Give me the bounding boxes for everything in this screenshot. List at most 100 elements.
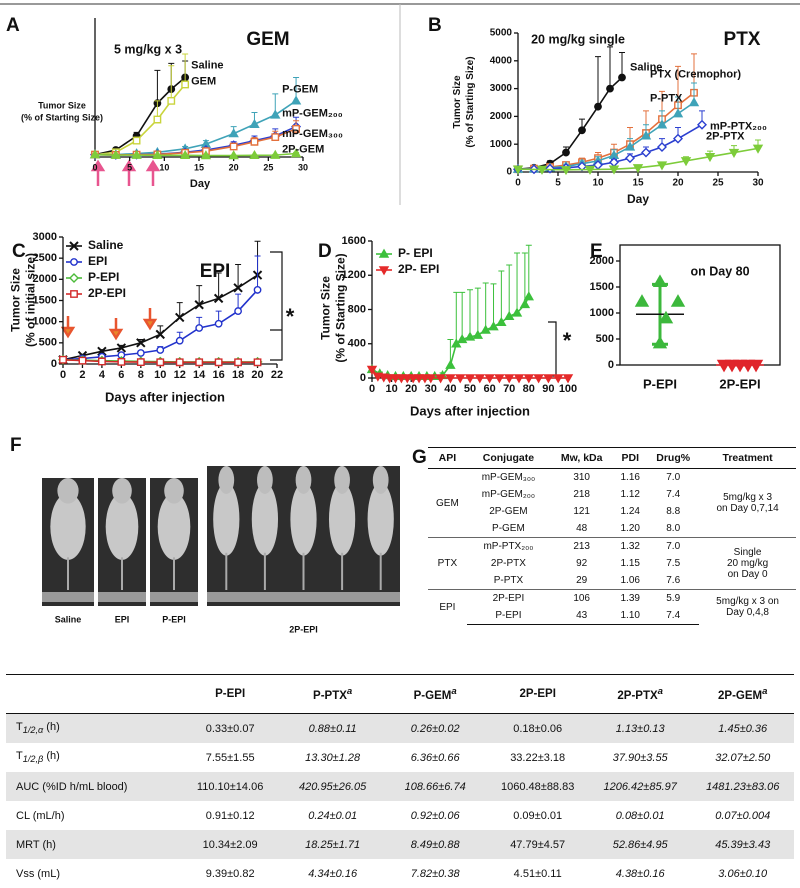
cell: 4.34±0.16	[281, 859, 384, 888]
cell: 121	[550, 503, 613, 520]
marker	[138, 350, 144, 356]
marker	[157, 359, 163, 365]
marker	[456, 375, 464, 382]
marker	[177, 359, 183, 365]
marker	[595, 103, 601, 109]
error-bar	[514, 253, 520, 313]
column-name: 2P-EPI	[519, 688, 555, 700]
marker	[674, 135, 682, 143]
marker	[642, 149, 650, 157]
marker	[230, 143, 236, 149]
cell: 1.13±0.13	[589, 714, 692, 744]
marker	[672, 296, 684, 307]
marker	[626, 154, 634, 162]
row-label: Vss (mL)	[6, 859, 179, 888]
cell: 0.24±0.01	[281, 801, 384, 830]
dose-arrows	[63, 308, 155, 338]
significance-bracket	[270, 252, 282, 360]
legend-label: Saline	[191, 59, 223, 71]
marker	[196, 359, 202, 365]
cell: 0.33±0.07	[179, 714, 282, 744]
x-tick-label: 10	[159, 162, 169, 172]
cell: 0.07±0.004	[691, 801, 794, 830]
panel-label: G	[412, 447, 427, 468]
treatment-line: on Day 0,7,14	[716, 503, 778, 514]
legend-marker	[71, 259, 77, 265]
cell: 0.09±0.01	[486, 801, 589, 830]
cell: 1.12	[613, 486, 647, 503]
marker	[634, 165, 642, 172]
api-cell: GEM	[428, 469, 467, 538]
error-bar	[459, 292, 465, 339]
marker	[271, 151, 279, 158]
cell: 8.8	[647, 503, 699, 520]
marker	[730, 150, 738, 157]
y-tick-label: 2500	[33, 252, 57, 264]
cell: 45.39±3.43	[691, 830, 794, 859]
photo-ruler	[98, 592, 146, 602]
cell: P-GEM	[467, 520, 550, 538]
marker	[690, 99, 698, 106]
error-bar	[483, 283, 489, 330]
y-axis-label: Tumor Size	[9, 268, 23, 332]
cell: 7.0	[647, 469, 699, 487]
cell: 2P-EPI	[467, 590, 550, 608]
error-bar	[168, 66, 174, 101]
column-name: P-GEM	[414, 690, 452, 702]
marker	[251, 139, 257, 145]
label-text: T	[16, 750, 23, 762]
marker	[521, 300, 529, 307]
x-tick-label: 20	[251, 369, 263, 381]
chart-title: PTX	[724, 29, 761, 50]
panel-label: F	[10, 435, 22, 456]
marker	[658, 162, 666, 169]
series-line	[518, 103, 694, 170]
column-note: a	[762, 686, 767, 697]
legend-label: 2P- EPI	[398, 262, 439, 276]
cell: 0.88±0.11	[281, 714, 384, 744]
x-tick-label: 14	[193, 369, 206, 381]
cell: 420.95±26.05	[281, 772, 384, 801]
cell: mP-GEM₂₀₀	[467, 486, 550, 503]
marker	[99, 358, 105, 364]
marker	[490, 323, 498, 330]
y-tick-label: 0	[608, 359, 614, 371]
cell: 106	[550, 590, 613, 608]
marker	[177, 338, 183, 344]
column-header: Mw, kDa	[550, 448, 613, 469]
marker	[698, 121, 706, 129]
cell: 1.15	[613, 555, 647, 572]
marker	[250, 151, 258, 158]
mouse-head	[334, 466, 350, 494]
marker	[706, 154, 714, 161]
chart-title: GEM	[246, 29, 289, 50]
legend-label: 2P-EPI	[88, 286, 126, 300]
marker	[446, 361, 454, 368]
marker	[138, 359, 144, 365]
x-tick-label: 0	[515, 178, 521, 189]
x-tick-label: 2	[79, 369, 85, 381]
treatment-line: 5mg/kg x 3 on	[716, 596, 779, 607]
cell: 0.18±0.06	[486, 714, 589, 744]
marker	[525, 375, 533, 382]
cell: 5.9	[647, 590, 699, 608]
marker	[168, 98, 174, 104]
annotation: on Day 80	[690, 264, 749, 278]
cell: 92	[550, 555, 613, 572]
cell: 1.32	[613, 538, 647, 556]
y-tick-label: 3000	[33, 231, 57, 243]
y-axis-label: Tumor Size	[452, 75, 463, 129]
cell: 47.79±4.57	[486, 830, 589, 859]
error-bar	[475, 288, 481, 335]
marker	[254, 287, 260, 293]
cell: 310	[550, 469, 613, 487]
row-label: AUC (%ID h/mL blood)	[6, 772, 179, 801]
column-header: P-EPI	[179, 675, 282, 714]
cell: 13.30±1.28	[281, 743, 384, 772]
